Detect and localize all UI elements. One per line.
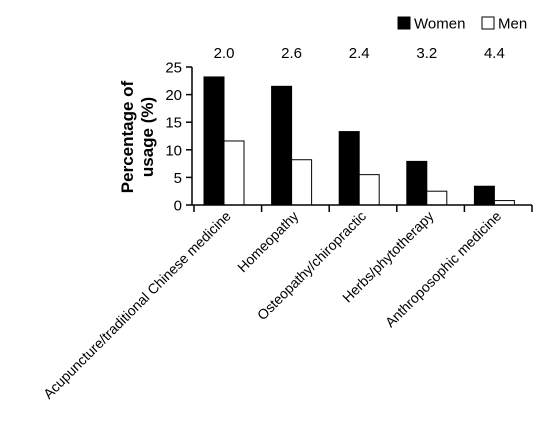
y-axis-title: Percentage ofusage (%) (118, 80, 157, 193)
chart-legend: Women Men (397, 16, 527, 33)
y-tick-label: 15 (165, 115, 182, 132)
ratio-annotation: 2.6 (281, 45, 302, 62)
ratio-annotation: 2.4 (349, 45, 370, 62)
bars (203, 76, 515, 206)
bar-women (338, 131, 360, 206)
y-tick-label: 25 (165, 60, 182, 77)
ratio-annotation: 4.4 (484, 45, 505, 62)
legend-swatch (397, 16, 411, 30)
y-tick-label: 0 (174, 198, 182, 215)
bar-women (473, 185, 495, 206)
ratio-annotations: 2.0 2.6 2.4 3.2 4.4 (214, 45, 505, 62)
y-axis-title-line: Percentage of (118, 80, 137, 193)
ratio-annotation: 3.2 (416, 45, 437, 62)
y-tick-label: 5 (174, 170, 182, 187)
legend-label: Men (498, 16, 527, 33)
x-axis: Acupuncture/traditional Chinese medicine… (40, 204, 533, 402)
legend-label: Women (414, 16, 465, 33)
x-category-label: Osteopathy/chiropractic (254, 208, 369, 323)
bar-women (271, 85, 293, 206)
x-category-label: Homeopathy (234, 208, 301, 275)
bar-men (426, 190, 448, 206)
bar-men (358, 174, 380, 206)
y-axis: 0 5 10 15 20 25 (165, 60, 193, 215)
bar-men (291, 159, 313, 206)
legend-swatch (481, 16, 495, 30)
y-tick-label: 10 (165, 142, 182, 159)
bar-men (223, 140, 245, 206)
x-category-label: Acupuncture/traditional Chinese medicine (40, 208, 234, 402)
y-axis-title-line: usage (%) (138, 97, 157, 177)
ratio-annotation: 2.0 (214, 45, 235, 62)
y-axis-label: Percentage ofusage (%) (118, 80, 157, 193)
x-category-label: Anthroposophic medicine (382, 208, 505, 331)
bar-women (406, 160, 428, 206)
y-tick-label: 20 (165, 87, 182, 104)
bar-women (203, 76, 225, 206)
